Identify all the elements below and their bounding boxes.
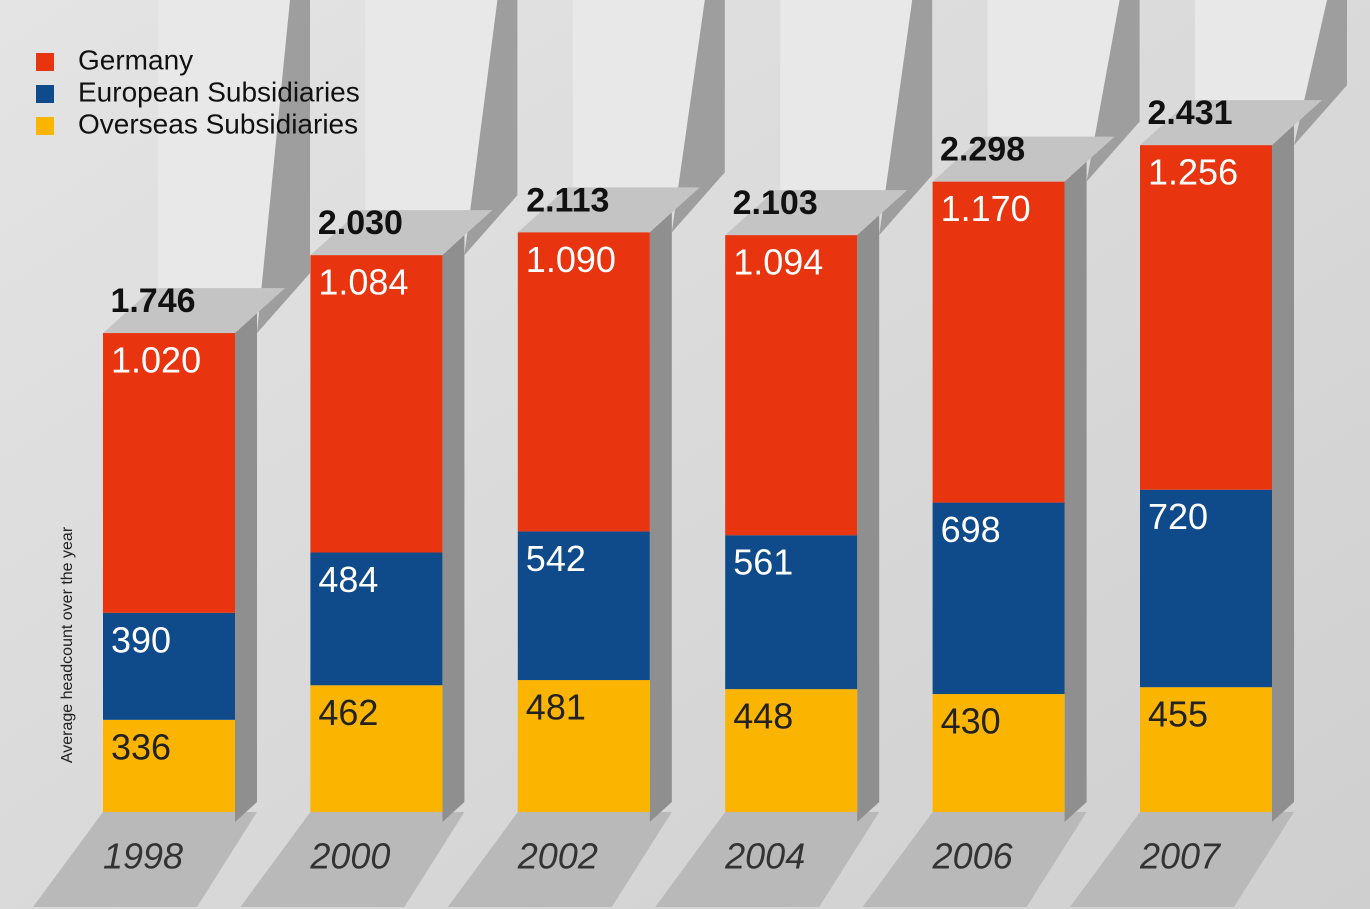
x-tick-label: 2006 <box>932 836 1014 877</box>
value-label: 1.094 <box>733 242 823 283</box>
total-label: 2.030 <box>318 204 403 242</box>
value-label: 1.256 <box>1148 152 1238 193</box>
x-tick-label: 2004 <box>724 836 805 877</box>
value-label: 1.084 <box>318 262 408 303</box>
bar-side <box>442 235 464 822</box>
chart: 1998 336 390 1.020 1.746 2000 462 484 1.084 2.030… <box>0 0 1370 909</box>
bar-side <box>1065 162 1087 822</box>
value-label: 1.090 <box>526 239 616 280</box>
value-label: 455 <box>1148 694 1208 735</box>
value-label: 1.170 <box>941 188 1031 229</box>
value-label: 561 <box>733 542 793 583</box>
value-label: 430 <box>941 701 1001 742</box>
x-tick-label: 2000 <box>309 836 390 877</box>
bar-side <box>857 215 879 822</box>
legend-label: Germany <box>78 44 193 75</box>
value-label: 542 <box>526 538 586 579</box>
legend-label: European Subsidiaries <box>78 76 360 107</box>
bar-side <box>235 313 257 822</box>
bar-segment <box>1140 145 1272 490</box>
value-label: 484 <box>318 559 378 600</box>
total-label: 2.298 <box>940 131 1025 169</box>
x-tick-label: 2007 <box>1139 836 1222 877</box>
total-label: 2.113 <box>526 181 609 219</box>
value-label: 336 <box>111 726 171 767</box>
total-label: 1.746 <box>110 282 195 320</box>
y-axis-label: Average headcount over the year <box>59 526 76 763</box>
total-label: 2.431 <box>1147 94 1232 132</box>
value-label: 1.020 <box>111 340 201 381</box>
x-tick-label: 1998 <box>103 836 183 877</box>
bar-segment <box>933 182 1065 503</box>
value-label: 448 <box>733 696 793 737</box>
value-label: 481 <box>526 687 586 728</box>
legend-swatch <box>36 117 54 135</box>
legend-swatch <box>36 53 54 71</box>
value-label: 390 <box>111 619 171 660</box>
value-label: 462 <box>318 692 378 733</box>
total-label: 2.103 <box>733 184 818 222</box>
value-label: 698 <box>941 509 1001 550</box>
legend-swatch <box>36 85 54 103</box>
bar-side <box>1272 125 1294 822</box>
bar-side <box>650 212 672 822</box>
value-label: 720 <box>1148 496 1208 537</box>
legend-label: Overseas Subsidiaries <box>78 108 358 139</box>
x-tick-label: 2002 <box>517 836 598 877</box>
